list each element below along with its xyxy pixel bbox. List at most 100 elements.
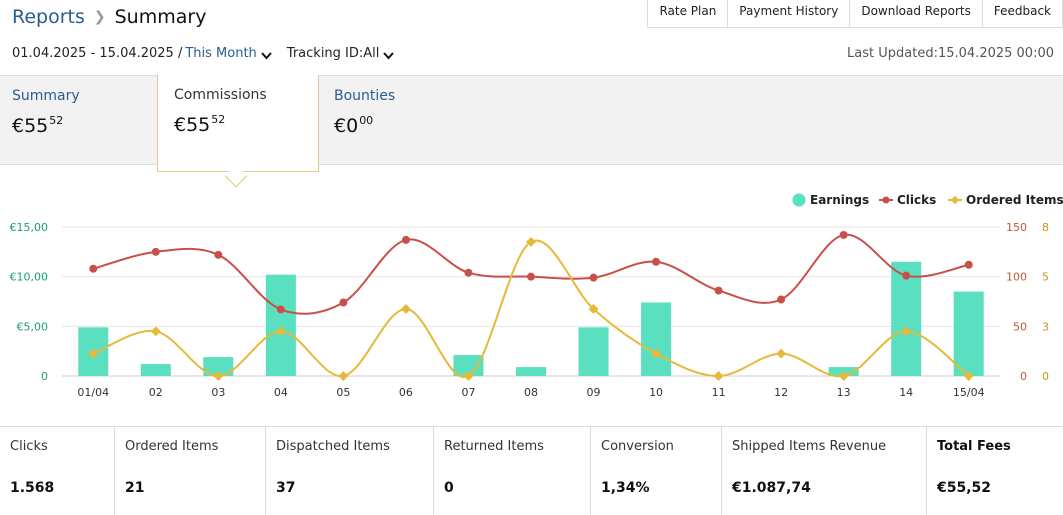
clicks-point [839, 230, 848, 239]
x-axis-tick: 12 [774, 386, 788, 399]
right-clicks-axis-tick: 0 [1020, 370, 1027, 383]
legend-label: Ordered Items [966, 193, 1063, 207]
x-axis-tick: 07 [461, 386, 475, 399]
left-axis-tick: €10,00 [10, 271, 49, 284]
legend-label: Clicks [897, 193, 936, 207]
right-clicks-axis-tick: 150 [1006, 221, 1027, 234]
tab-summary[interactable]: Summary €5552 [0, 76, 158, 166]
legend-items-marker [950, 195, 960, 205]
stats-row: Clicks 1.568 Ordered Items 21 Dispatched… [0, 426, 1063, 515]
ordered-items-point [713, 371, 724, 381]
payment-history-button[interactable]: Payment History [727, 0, 851, 28]
clicks-point [464, 268, 473, 277]
x-axis-tick: 09 [587, 386, 601, 399]
earnings-bar [265, 274, 296, 376]
left-axis-tick: €15,00 [10, 221, 49, 234]
right-clicks-axis-tick: 50 [1013, 320, 1027, 333]
tab-bounties-value: €000 [334, 114, 374, 137]
clicks-point [339, 298, 348, 307]
earnings-chart: €15,00 €10,00 €5,00 0 150 100 50 0 8 5 3 0 01/04 02 03… [0, 185, 1063, 410]
earnings-bar [641, 302, 672, 376]
clicks-point [777, 295, 786, 304]
x-axis-tick: 06 [399, 386, 413, 399]
legend-earnings-marker [792, 193, 806, 207]
clicks-point [214, 250, 223, 259]
filter-bar: 01.04.2025 - 15.04.2025 / This Month Tra… [12, 46, 395, 61]
stat-value: €55,52 [937, 480, 992, 496]
stat-label: Clicks [10, 439, 48, 454]
x-axis-tick: 14 [899, 386, 913, 399]
stat-label: Dispatched Items [276, 439, 390, 454]
stat-value: 0 [444, 480, 454, 496]
right-items-axis-tick: 5 [1042, 271, 1049, 284]
tab-bounties[interactable]: Bounties €000 [322, 76, 492, 166]
clicks-point [401, 235, 410, 244]
breadcrumb: Reports ❯ Summary [12, 6, 206, 28]
x-axis-tick: 02 [149, 386, 163, 399]
rate-plan-button[interactable]: Rate Plan [647, 0, 729, 28]
right-items-axis-tick: 0 [1042, 370, 1049, 383]
right-items-axis-tick: 3 [1042, 320, 1049, 333]
ordered-items-point [651, 348, 662, 359]
tab-commissions-value: €5552 [174, 113, 226, 136]
clicks-point [589, 273, 598, 282]
clicks-point [527, 272, 535, 281]
clicks-point [902, 271, 911, 280]
feedback-button[interactable]: Feedback [981, 0, 1063, 28]
ordered-items-point [150, 326, 161, 337]
chevron-down-icon[interactable] [260, 49, 273, 62]
tab-commissions[interactable]: Commissions €5552 [157, 75, 319, 172]
stat-value: 1,34% [601, 480, 650, 496]
ordered-items-point [338, 371, 349, 381]
clicks-point [276, 305, 285, 314]
earnings-bar [578, 327, 609, 376]
right-clicks-axis-tick: 100 [1006, 271, 1027, 284]
earnings-bar [516, 367, 546, 376]
earnings-bar [203, 357, 234, 376]
legend-clicks-marker [882, 196, 890, 204]
ordered-items-point [838, 371, 849, 381]
clicks-point [89, 264, 98, 273]
tab-summary-value: €5552 [12, 114, 64, 137]
tab-commissions-title: Commissions [174, 87, 267, 103]
tracking-id-dropdown[interactable]: Tracking ID:All [287, 46, 396, 61]
stat-dispatched-items: Dispatched Items 37 [266, 427, 434, 515]
right-items-axis-tick: 8 [1042, 221, 1049, 234]
left-axis-tick: 0 [41, 370, 48, 383]
clicks-point [714, 286, 723, 295]
download-reports-button[interactable]: Download Reports [849, 0, 983, 28]
earnings-bar [891, 261, 922, 376]
stat-label: Conversion [601, 439, 674, 454]
ordered-items-point [526, 236, 536, 247]
summary-tabs: Summary €5552 Commissions €5552 Bounties… [0, 75, 1063, 172]
breadcrumb-reports-link[interactable]: Reports [12, 6, 85, 28]
tab-summary-title: Summary [12, 88, 80, 104]
last-updated-text: Last Updated:15.04.2025 00:00 [847, 46, 1054, 61]
stat-label: Shipped Items Revenue [732, 439, 887, 454]
stat-ordered-items: Ordered Items 21 [115, 427, 266, 515]
stat-label: Total Fees [937, 439, 1011, 454]
clicks-point [652, 257, 661, 266]
period-dropdown[interactable]: This Month [185, 46, 257, 61]
clicks-point [964, 260, 973, 269]
x-axis-tick: 03 [211, 386, 225, 399]
chevron-right-icon: ❯ [93, 9, 106, 25]
earnings-bar [953, 291, 984, 376]
ordered-items-point [588, 304, 599, 314]
tab-bounties-title: Bounties [334, 88, 396, 104]
stat-label: Ordered Items [125, 439, 219, 454]
x-axis-tick: 08 [524, 386, 538, 399]
x-axis-tick: 15/04 [953, 386, 985, 399]
ordered-items-point [213, 371, 224, 381]
ordered-items-point [963, 371, 974, 381]
ordered-items-point [901, 326, 912, 337]
tracking-id-label: Tracking ID:All [286, 46, 380, 61]
stat-returned-items: Returned Items 0 [434, 427, 591, 515]
clicks-point [151, 247, 160, 256]
x-axis-tick: 10 [649, 386, 663, 399]
x-axis-tick: 11 [712, 386, 726, 399]
date-range-text: 01.04.2025 - 15.04.2025 / [12, 46, 183, 61]
chevron-down-icon [383, 52, 395, 60]
stat-value: 37 [276, 480, 296, 496]
